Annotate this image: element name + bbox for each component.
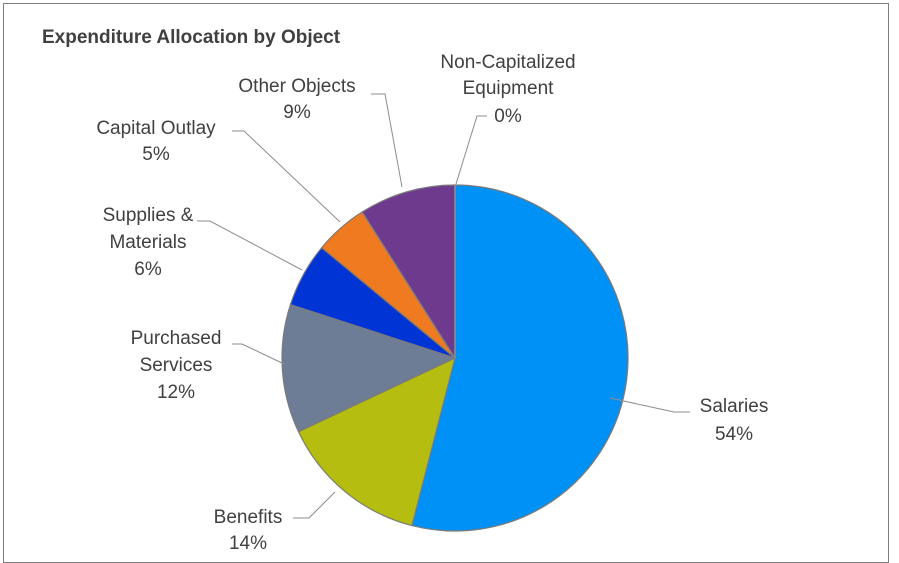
slice-label-supplies-1: Supplies & (103, 205, 194, 226)
leader-purchased (232, 343, 285, 365)
slice-value-capital-outlay: 5% (142, 144, 170, 165)
slice-value-benefits: 14% (229, 533, 267, 552)
slice-label-capital-outlay: Capital Outlay (96, 118, 216, 139)
slice-label-purchased-services-2: Services (140, 355, 213, 376)
pie-slice-salaries (411, 184, 629, 532)
slice-value-supplies: 6% (134, 259, 162, 280)
slice-label-noncap-2: Equipment (463, 78, 555, 99)
slice-label-benefits: Benefits (214, 507, 283, 528)
pie-slice-other-objects (361, 184, 456, 361)
leader-noncap (455, 115, 487, 185)
leader-supplies (197, 220, 303, 271)
slice-label-purchased-services-1: Purchased (131, 328, 222, 349)
leader-other-objects (371, 93, 403, 188)
slice-value-salaries: 54% (715, 424, 753, 445)
slice-label-noncap-1: Non-Capitalized (440, 52, 575, 73)
pie-slice-benefits (297, 356, 456, 527)
leader-salaries (609, 397, 690, 413)
chart-title: Expenditure Allocation by Object (42, 27, 341, 48)
leader-benefits (293, 491, 336, 519)
pie-slice-purchased-services (281, 303, 457, 433)
slice-value-other-objects: 9% (283, 102, 311, 123)
slice-value-noncap: 0% (494, 106, 522, 127)
leader-capital-outlay (232, 130, 341, 223)
slice-value-purchased-services: 12% (157, 382, 195, 403)
slice-label-salaries: Salaries (700, 396, 769, 417)
slice-label-supplies-2: Materials (109, 232, 186, 253)
slice-label-other-objects: Other Objects (238, 76, 355, 97)
